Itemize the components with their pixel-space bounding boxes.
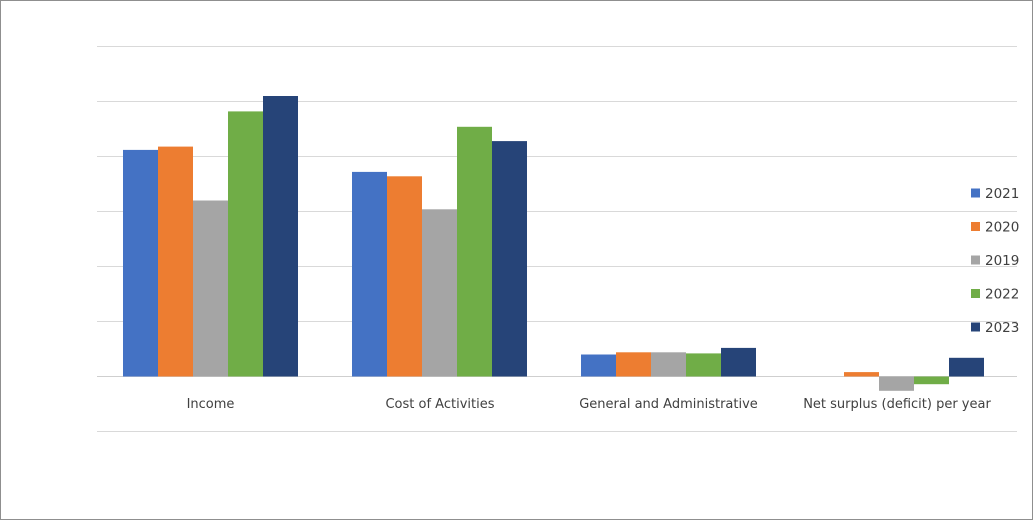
category-label: General and Administrative — [579, 397, 758, 412]
bar-general-and-administrative-2022 — [686, 353, 721, 377]
bar-cost-of-activities-2023 — [492, 141, 527, 377]
bar-net-surplus-deficit-per-year-2019 — [879, 376, 914, 391]
bar-cost-of-activities-2020 — [387, 176, 422, 377]
bar-general-and-administrative-2020 — [616, 352, 651, 377]
category-label: Cost of Activities — [385, 397, 494, 412]
category-label: Net surplus (deficit) per year — [803, 397, 991, 412]
bar-income-2021 — [123, 149, 158, 377]
bar-net-surplus-deficit-per-year-2020 — [844, 372, 879, 377]
category-label: Income — [187, 397, 235, 412]
bar-cost-of-activities-2019 — [422, 209, 457, 377]
bar-net-surplus-deficit-per-year-2023 — [949, 357, 984, 377]
legend-swatch-2019 — [971, 255, 980, 265]
bar-net-surplus-deficit-per-year-2022 — [914, 376, 949, 385]
legend-label: 2019 — [985, 253, 1019, 269]
bar-general-and-administrative-2019 — [651, 352, 686, 377]
legend-label: 2023 — [985, 320, 1019, 336]
bar-income-2020 — [158, 146, 193, 377]
legend-swatch-2022 — [971, 289, 980, 298]
bar-income-2023 — [263, 96, 298, 377]
bar-general-and-administrative-2021 — [581, 354, 616, 377]
legend-swatch-2021 — [971, 188, 980, 198]
legend-label: 2021 — [985, 186, 1019, 202]
bar-cost-of-activities-2021 — [352, 171, 387, 377]
bar-general-and-administrative-2023 — [721, 347, 756, 377]
legend-label: 2020 — [985, 220, 1019, 236]
bar-cost-of-activities-2022 — [457, 126, 492, 377]
legend-swatch-2020 — [971, 222, 980, 231]
legend-swatch-2023 — [971, 322, 980, 332]
legend-label: 2022 — [985, 287, 1019, 303]
bar-income-2019 — [193, 200, 228, 377]
bar-income-2022 — [228, 111, 263, 377]
